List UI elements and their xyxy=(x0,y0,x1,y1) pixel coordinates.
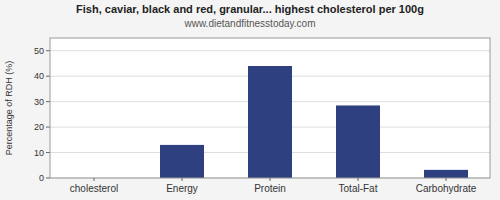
x-tick-label: Energy xyxy=(166,183,198,194)
bars xyxy=(160,66,468,178)
y-tick xyxy=(46,50,50,51)
plot-frame xyxy=(50,38,490,178)
x-tick xyxy=(270,178,271,181)
y-tick xyxy=(46,127,50,128)
y-axis: 0 10 20 30 40 50 xyxy=(34,46,490,183)
bar xyxy=(424,170,468,178)
x-tick xyxy=(446,178,447,181)
background xyxy=(0,0,500,200)
y-tick xyxy=(46,152,50,153)
chart-container: Fish, caviar, black and red, granular...… xyxy=(0,0,500,200)
grid-line xyxy=(50,50,490,51)
y-tick-label: 30 xyxy=(34,97,44,107)
bar xyxy=(336,105,380,178)
x-tick-label: Carbohydrate xyxy=(416,183,477,194)
x-axis: cholesterol Energy Protein Total-Fat Carbohy… xyxy=(70,178,477,194)
subtitle: www.dietandfitnesstoday.com xyxy=(184,18,316,29)
y-tick-label: 40 xyxy=(34,71,44,81)
bar xyxy=(160,145,204,178)
x-tick xyxy=(94,178,95,181)
y-tick xyxy=(46,178,50,179)
x-tick-label: Protein xyxy=(254,183,286,194)
x-tick xyxy=(358,178,359,181)
x-tick xyxy=(182,178,183,181)
y-tick-label: 0 xyxy=(39,173,44,183)
y-tick-label: 20 xyxy=(34,122,44,132)
y-tick xyxy=(46,76,50,77)
plot-area xyxy=(50,38,490,178)
bar xyxy=(248,66,292,178)
y-tick-label: 50 xyxy=(34,46,44,56)
y-tick-label: 10 xyxy=(34,148,44,158)
title: Fish, caviar, black and red, granular...… xyxy=(76,3,424,15)
x-tick-label: cholesterol xyxy=(70,183,118,194)
y-axis-label: Percentage of RDH (%) xyxy=(4,61,14,156)
x-tick-label: Total-Fat xyxy=(339,183,378,194)
y-tick xyxy=(46,101,50,102)
chart-svg: Fish, caviar, black and red, granular...… xyxy=(0,0,500,200)
